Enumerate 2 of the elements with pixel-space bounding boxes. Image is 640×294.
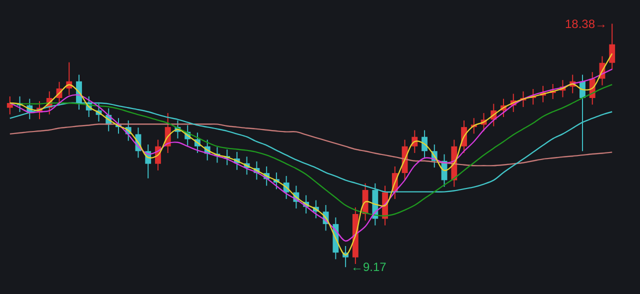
annotation: 18.38→ — [565, 17, 608, 31]
annotation: ←9.17 — [351, 260, 387, 274]
